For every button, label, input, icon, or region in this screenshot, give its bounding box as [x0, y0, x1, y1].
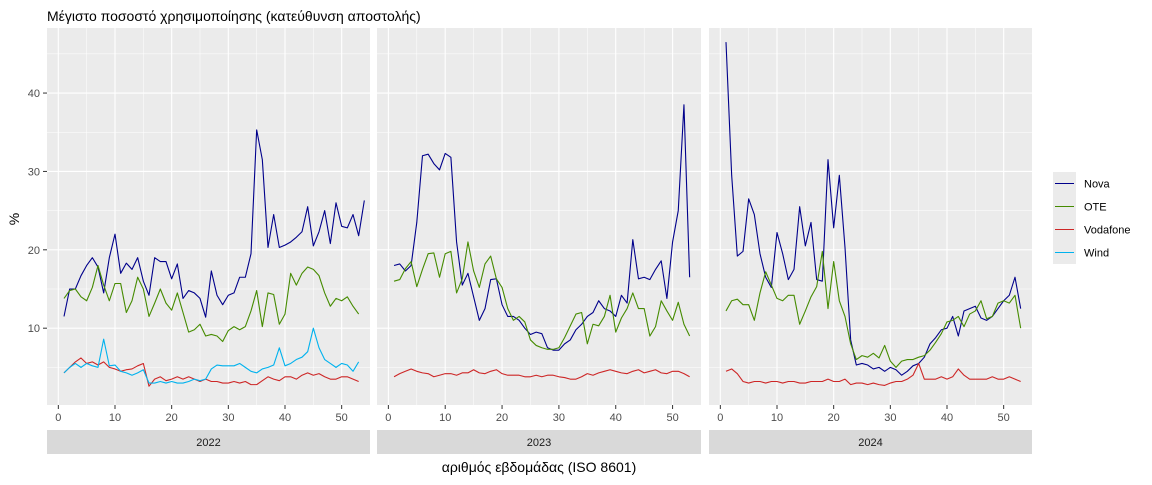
- series-line-nova: [63, 129, 365, 318]
- x-tick-label: 10: [439, 412, 451, 424]
- y-tick-label: 10: [28, 323, 40, 335]
- legend-label-ote: OTE: [1084, 202, 1107, 214]
- series-line-vodafone: [63, 357, 359, 387]
- chart-title: Μέγιστο ποσοστό χρησιμοποίησης (κατεύθυν…: [47, 8, 421, 24]
- y-axis-label: %: [6, 213, 22, 225]
- series-line-ote: [725, 250, 1022, 368]
- panel-2024: 0 10 20 30 40 50 2024: [709, 28, 1032, 454]
- x-axis-label: αριθμός εβδομάδας (ISO 8601): [442, 459, 636, 475]
- x-tick-label: 30: [884, 412, 896, 424]
- legend-label-nova: Nova: [1084, 179, 1111, 191]
- legend: Nova OTE Vodafone Wind: [1053, 172, 1131, 264]
- series-line-nova: [725, 42, 1022, 376]
- x-tick-label: 0: [717, 412, 723, 424]
- panel-background: [47, 28, 370, 405]
- facet-strip-label: 2023: [527, 437, 551, 449]
- panel-2023: 0 10 20 30 40 50 2023: [377, 28, 701, 454]
- x-tick-label: 40: [279, 412, 291, 424]
- facet-strip: [709, 430, 1032, 454]
- facet-strip-label: 2022: [196, 437, 220, 449]
- facet-strip: [47, 430, 370, 454]
- series-line-ote: [393, 241, 691, 350]
- legend-label-wind: Wind: [1084, 248, 1109, 260]
- x-tick-label: 0: [55, 412, 61, 424]
- panel-background: [377, 28, 701, 405]
- x-tick-label: 50: [998, 412, 1010, 424]
- facet-strip-label: 2024: [858, 437, 882, 449]
- series-line-vodafone: [725, 362, 1021, 386]
- y-tick-label: 40: [28, 88, 40, 100]
- x-tick-label: 40: [941, 412, 953, 424]
- series-line-vodafone: [393, 368, 690, 380]
- x-tick-label: 40: [610, 412, 622, 424]
- panel-2022: 0 10 20 30 40 50 2022: [47, 28, 370, 454]
- x-tick-label: 10: [109, 412, 121, 424]
- x-tick-label: 50: [336, 412, 348, 424]
- series-line-wind: [63, 327, 360, 384]
- x-tick-label: 30: [222, 412, 234, 424]
- x-tick-label: 20: [828, 412, 840, 424]
- y-tick-label: 30: [28, 166, 40, 178]
- x-tick-label: 0: [385, 412, 391, 424]
- x-tick-label: 10: [771, 412, 783, 424]
- panel-background: [709, 28, 1032, 405]
- series-line-nova: [393, 104, 691, 351]
- x-tick-label: 50: [666, 412, 678, 424]
- series-line-ote: [63, 264, 360, 343]
- x-tick-label: 20: [166, 412, 178, 424]
- legend-label-vodafone: Vodafone: [1084, 225, 1131, 237]
- y-tick-label: 20: [28, 245, 40, 257]
- facet-strip: [377, 430, 701, 454]
- x-tick-label: 20: [496, 412, 508, 424]
- x-tick-label: 30: [553, 412, 565, 424]
